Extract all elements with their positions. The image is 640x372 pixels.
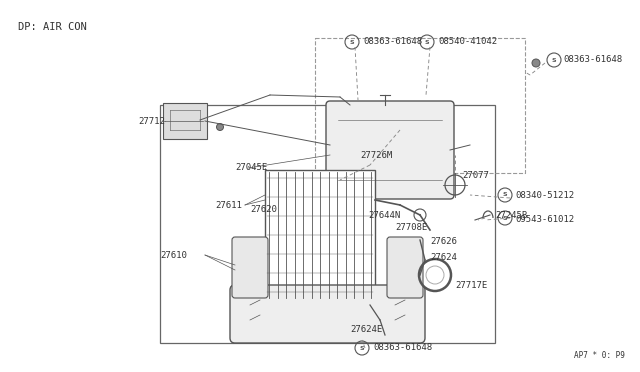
- FancyBboxPatch shape: [387, 237, 423, 298]
- Text: DP: AIR CON: DP: AIR CON: [18, 22, 87, 32]
- Text: 08363-61648: 08363-61648: [563, 55, 622, 64]
- Text: S: S: [425, 39, 429, 45]
- Text: 27726M: 27726M: [360, 151, 392, 160]
- Bar: [265, 170, 375, 300]
- Bar: [160, 105, 495, 343]
- Text: 27045E: 27045E: [235, 164, 268, 173]
- FancyBboxPatch shape: [326, 101, 454, 199]
- Text: 27626: 27626: [430, 237, 457, 247]
- Text: 27620: 27620: [250, 205, 277, 215]
- Text: S: S: [502, 215, 508, 221]
- Text: S: S: [552, 58, 556, 62]
- Text: 09543-61012: 09543-61012: [515, 215, 574, 224]
- Text: 27610: 27610: [160, 250, 187, 260]
- Text: S: S: [360, 346, 364, 350]
- Text: 08363-61648: 08363-61648: [363, 38, 422, 46]
- Circle shape: [532, 59, 540, 67]
- Text: 27245B: 27245B: [495, 211, 527, 219]
- Text: 27708E: 27708E: [395, 224, 428, 232]
- Text: S: S: [349, 39, 355, 45]
- Text: 08340-51212: 08340-51212: [515, 190, 574, 199]
- Text: AP7 * 0: P9: AP7 * 0: P9: [574, 351, 625, 360]
- FancyBboxPatch shape: [163, 103, 207, 139]
- Text: 27077: 27077: [462, 170, 489, 180]
- Text: 27624: 27624: [430, 253, 457, 263]
- Text: 08540-41042: 08540-41042: [438, 38, 497, 46]
- Text: 27644N: 27644N: [368, 211, 400, 219]
- FancyBboxPatch shape: [232, 237, 268, 298]
- FancyBboxPatch shape: [230, 285, 425, 343]
- Bar: [315, 38, 525, 173]
- Text: S: S: [502, 192, 508, 198]
- Text: 27712: 27712: [138, 116, 165, 125]
- Text: 27717E: 27717E: [455, 280, 487, 289]
- Circle shape: [216, 124, 223, 131]
- Text: 27611: 27611: [215, 201, 242, 209]
- Text: 27624E: 27624E: [350, 326, 382, 334]
- Text: 08363-61648: 08363-61648: [373, 343, 432, 353]
